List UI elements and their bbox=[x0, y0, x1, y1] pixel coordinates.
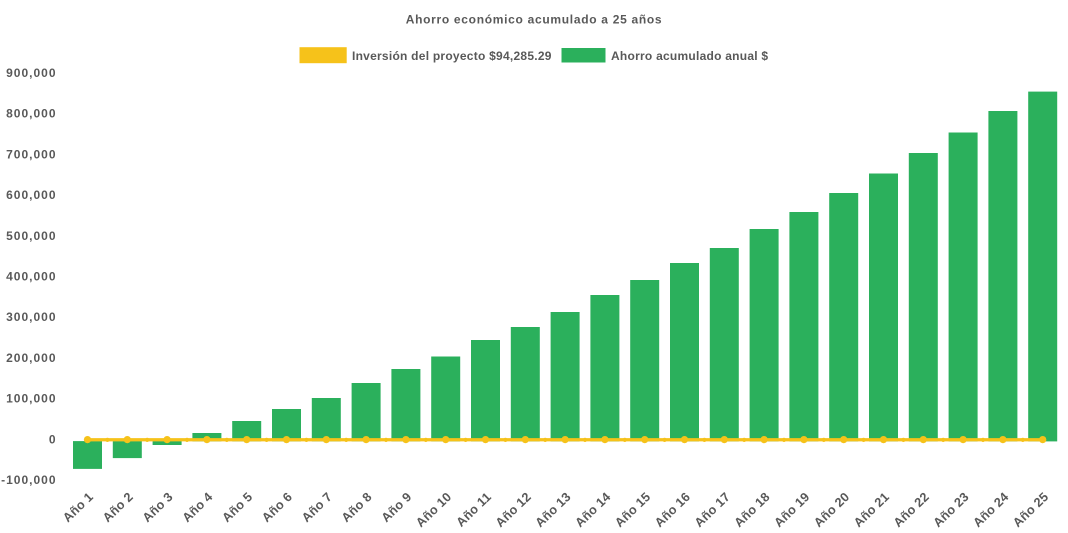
svg-text:Ahorro acumulado anual $: Ahorro acumulado anual $ bbox=[611, 49, 768, 63]
svg-text:800,000: 800,000 bbox=[6, 107, 56, 121]
svg-text:300,000: 300,000 bbox=[6, 310, 56, 324]
svg-text:600,000: 600,000 bbox=[6, 188, 56, 202]
svg-text:200,000: 200,000 bbox=[6, 351, 56, 365]
svg-text:Ahorro económico acumulado a 2: Ahorro económico acumulado a 25 años bbox=[406, 13, 663, 27]
svg-text:900,000: 900,000 bbox=[6, 66, 56, 80]
svg-text:100,000: 100,000 bbox=[6, 392, 56, 406]
svg-text:0: 0 bbox=[49, 432, 57, 446]
svg-text:500,000: 500,000 bbox=[6, 229, 56, 243]
svg-text:Inversión del proyecto $94,285: Inversión del proyecto $94,285.29 bbox=[352, 49, 552, 63]
svg-text:700,000: 700,000 bbox=[6, 147, 56, 161]
svg-text:-100,000: -100,000 bbox=[1, 473, 56, 487]
svg-text:400,000: 400,000 bbox=[6, 270, 56, 284]
